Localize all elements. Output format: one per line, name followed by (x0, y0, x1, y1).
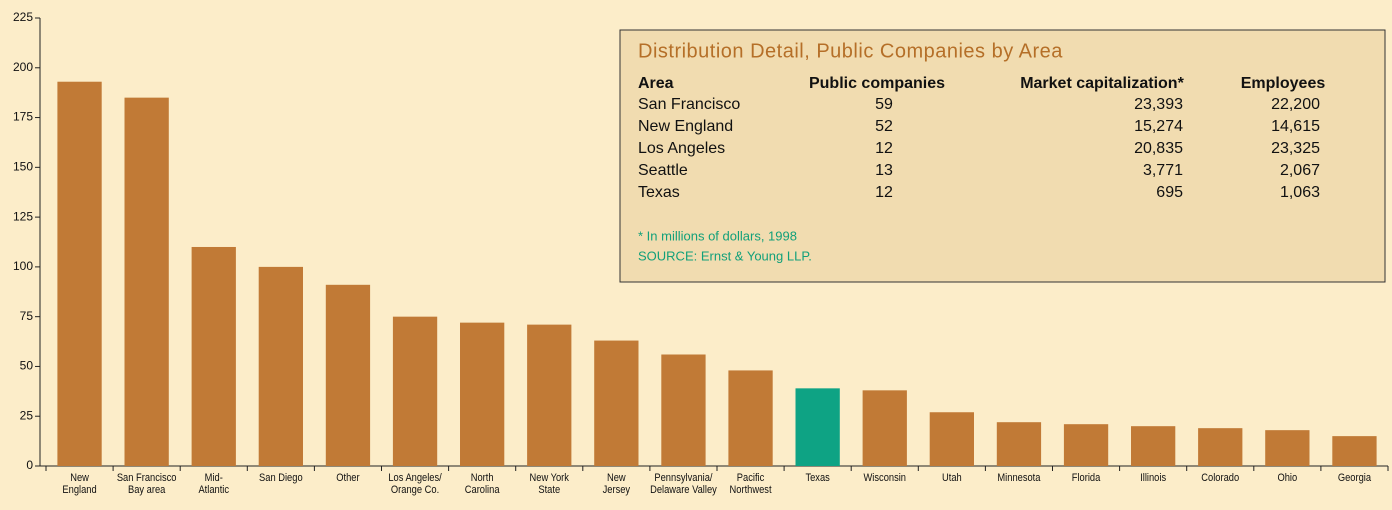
label-line: Atlantic (198, 484, 229, 496)
table-cell: 20,835 (1134, 140, 1183, 157)
bar (1131, 426, 1176, 466)
table-header: Public companies (809, 75, 945, 92)
bar (661, 354, 706, 466)
x-tick-label: Texas (805, 472, 829, 484)
label-line: New (70, 472, 89, 484)
label-line: Mid- (205, 472, 223, 484)
x-tick-label: New York State (530, 472, 570, 495)
table-cell: 23,393 (1134, 96, 1183, 113)
label-line: San Francisco (117, 472, 177, 484)
table-cell: 23,325 (1271, 140, 1320, 157)
table-cell: 22,200 (1271, 96, 1320, 113)
bar (929, 412, 974, 466)
table-cell: 2,067 (1280, 162, 1320, 179)
label-line: Los Angeles/ (388, 472, 442, 484)
y-tick-label: 200 (13, 60, 33, 74)
bar (1063, 424, 1109, 466)
table-cell: Texas (638, 184, 680, 201)
y-tick-label: 50 (20, 359, 34, 373)
x-tick-label: New Jersey (603, 472, 631, 495)
table-cell: 13 (875, 162, 893, 179)
label-line: Jersey (603, 484, 631, 496)
bar (1265, 430, 1310, 466)
label-line: Pennsylvania/ (654, 472, 712, 484)
label-line: New York (530, 472, 570, 484)
bar (862, 390, 907, 466)
bar (795, 388, 840, 466)
bar (191, 246, 236, 466)
x-tick-label: Colorado (1201, 472, 1239, 484)
y-tick-label: 175 (13, 110, 33, 124)
y-tick-label: 150 (13, 160, 33, 174)
x-tick-label: Illinois (1140, 472, 1166, 484)
bar (325, 284, 371, 466)
table-cell: 52 (875, 118, 893, 135)
x-tick-label: San Diego (259, 472, 303, 484)
x-tick-label: Wisconsin (863, 472, 906, 484)
x-tick-label: Los Angeles/Orange Co. (388, 472, 442, 495)
y-tick-label: 75 (20, 309, 34, 323)
bar (996, 422, 1042, 466)
label-line: England (62, 484, 97, 496)
bar (57, 81, 102, 467)
x-tick-label: Minnesota (997, 472, 1040, 484)
table-cell: 14,615 (1271, 118, 1320, 135)
table-cell: 59 (875, 96, 893, 113)
bar (124, 97, 169, 467)
table-cell: 12 (875, 184, 893, 201)
table-cell: 12 (875, 140, 893, 157)
label-line: New (607, 472, 626, 484)
table-cell: 1,063 (1280, 184, 1320, 201)
source: SOURCE: Ernst & Young LLP. (638, 248, 812, 263)
y-tick-label: 125 (13, 209, 33, 223)
table-header: Area (638, 75, 674, 92)
label-line: North (471, 472, 494, 484)
bar (527, 324, 572, 466)
bar (728, 370, 773, 466)
table-header: Market capitalization* (1020, 75, 1184, 92)
y-tick-label: 100 (13, 259, 33, 273)
footnote: * In millions of dollars, 1998 (638, 228, 797, 243)
bar (1198, 428, 1243, 466)
y-tick-label: 0 (26, 458, 33, 472)
bar (460, 322, 505, 466)
x-tick-label: Ohio (1277, 472, 1297, 484)
x-tick-label: Florida (1072, 472, 1101, 484)
bar (392, 316, 438, 466)
x-tick-label: Georgia (1338, 472, 1372, 484)
y-tick-label: 225 (13, 10, 33, 24)
x-tick-label: Mid-Atlantic (198, 472, 229, 495)
table-cell: 3,771 (1143, 162, 1183, 179)
x-tick-label: New England (62, 472, 97, 495)
table-cell: Seattle (638, 162, 688, 179)
x-tick-label: Pennsylvania/Delaware Valley (650, 472, 718, 495)
label-line: Bay area (128, 484, 166, 496)
bar (258, 266, 303, 466)
y-tick-label: 25 (20, 408, 34, 422)
x-tick-label: Utah (942, 472, 962, 484)
label-line: Carolina (465, 484, 500, 496)
table-header: Employees (1241, 75, 1326, 92)
bar (594, 340, 639, 466)
table-box (619, 29, 1386, 283)
x-tick-label: Pacific Northwest (730, 472, 772, 495)
x-tick-label: North Carolina (465, 472, 500, 495)
table-cell: 695 (1156, 184, 1183, 201)
label-line: State (538, 484, 560, 496)
label-line: Orange Co. (391, 484, 439, 496)
table-cell: Los Angeles (638, 140, 725, 157)
bar (1332, 436, 1377, 466)
table-title: Distribution Detail, Public Companies by… (638, 40, 1063, 62)
label-line: Pacific (737, 472, 764, 484)
x-tick-label: Other (336, 472, 360, 484)
table-cell: New England (638, 118, 733, 135)
label-line: Northwest (730, 484, 772, 496)
label-line: Delaware Valley (650, 484, 718, 496)
table-cell: San Francisco (638, 96, 740, 113)
x-tick-label: San Francisco Bay area (117, 472, 177, 495)
table-cell: 15,274 (1134, 118, 1183, 135)
